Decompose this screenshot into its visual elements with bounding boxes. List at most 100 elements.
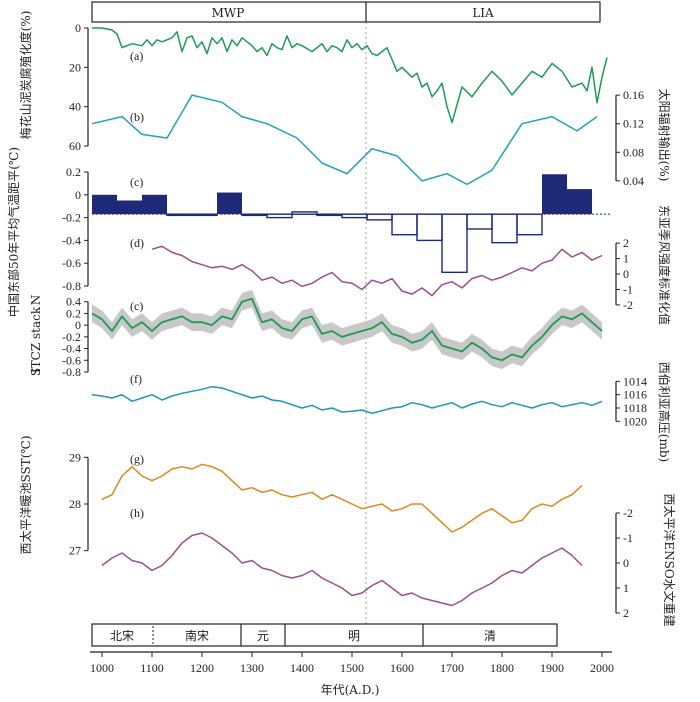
temp-bar [466,213,493,230]
temp-bar [516,213,543,236]
temp-bar [117,200,142,215]
y-tick-label-d: 2 [623,236,629,250]
y-tick-label-a: 40 [69,100,81,114]
panel-letters: (a) (b) (c) (d) (c) (f) (g) (h) [130,49,144,520]
y-tick-label-d: -1 [623,282,633,296]
series-line-b [91,94,598,186]
y-tick-label-f: 1018 [623,401,647,415]
temp-bar [341,213,368,219]
temp-bar [217,192,242,215]
temp-bar [391,213,418,236]
series-line-h [101,532,583,607]
temperature-anomaly-bars [92,174,612,274]
temp-bar [366,213,393,221]
y-tick-label-h: 0 [623,556,629,570]
x-axis-title: 年代(A.D.) [321,683,380,697]
axis-label-a: 梅花山泥炭腐殖化度(%) [18,11,33,140]
itcz-uncertainty-band [92,290,602,370]
y-tick-label-d: -2 [623,298,633,312]
y-tick-label-f: 1020 [623,414,647,428]
x-tick-label: 1900 [540,661,564,675]
y-tick-label-h: -1 [623,531,633,545]
temp-bar [142,194,167,215]
series-line-g [101,463,583,533]
y-tick-label-g: 27 [69,544,81,558]
panel-letter-g: (g) [130,452,144,466]
x-tick-label: 1300 [240,661,264,675]
panel-letter-f: (f) [130,372,142,386]
y-tick-label-c: -0.2 [62,211,81,225]
axis-label-e-n: N [29,295,43,306]
y-tick-label-e: 0 [75,318,81,332]
dynasty-southern-song: 南宋 [185,628,209,643]
y-tick-label-b: 0.04 [623,174,644,188]
dynasty-bar: 北宋 南宋 元 明 清 [91,623,558,647]
x-tick-label: 1100 [140,661,164,675]
temp-bar [491,213,518,244]
y-tick-label-a: 60 [69,139,81,153]
axis-label-e: ITCZ stack [29,306,43,373]
y-tick-label-f: 1016 [623,388,647,402]
temp-bar [416,213,443,242]
x-tick-label: 1200 [190,661,214,675]
series-line-f [91,385,603,415]
y-tick-label-h: 1 [623,581,629,595]
y-tick-label-c: -0.6 [62,256,81,270]
x-tick-label: 2000 [590,661,614,675]
y-tick-label-g: 28 [69,497,81,511]
y-tick-label-e: 0.2 [66,306,81,320]
x-tick-label: 1800 [490,661,514,675]
y-tick-label-c: 0.2 [66,165,81,179]
y-tick-label-b: 0.12 [623,117,644,131]
axis-label-f: 西伯利亚高压(mb) [657,362,672,462]
y-tick-label-c: 0 [75,188,81,202]
x-axis: 1000 1100 1200 1300 1400 1500 1600 1700 1800 1900… [90,651,614,675]
y-tick-label-b: 0.16 [623,88,644,102]
panel-letter-c: (c) [130,175,143,189]
series-line-d [151,245,603,297]
y-tick-label-c: -0.8 [62,279,81,293]
x-tick-label: 1500 [340,661,364,675]
x-tick-label: 1700 [440,661,464,675]
panel-letter-a: (a) [130,49,143,63]
temp-bar [92,194,117,215]
y-tick-label-e: -0.2 [62,330,81,344]
lia-label: LIA [472,6,494,20]
y-tick-label-h: -2 [623,506,633,520]
y-axes: 02040600.160.120.080.040.20-0.2-0.4-0.6-… [62,21,647,620]
dynasty-yuan: 元 [257,629,269,643]
axis-label-b: 太阳辐射输出(%) [657,89,672,182]
dynasty-ming: 明 [348,629,360,643]
axis-label-g: 西太平洋暖池SST(℃) [18,435,33,554]
temp-bar [441,213,468,274]
itcz-band [92,290,602,370]
dynasty-northern-song: 北宋 [110,628,134,643]
panel-letter-b: (b) [130,110,144,124]
x-tick-label: 1400 [290,661,314,675]
x-tick-label: 1600 [390,661,414,675]
panel-letter-d: (d) [130,236,144,250]
series-line-e [91,297,603,362]
axis-titles: 梅花山泥炭腐殖化度(%) 太阳辐射输出(%) 中国东部50年平均气温距平(℃) … [6,11,677,627]
period-bar: MWP LIA [91,1,601,23]
y-tick-label-d: 1 [623,252,629,266]
series-lines [91,27,608,607]
y-tick-label-b: 0.08 [623,145,644,159]
temp-bar [266,213,293,219]
series-line-a [92,27,608,124]
y-tick-label-g: 29 [69,450,81,464]
x-tick-label: 1000 [90,661,114,675]
panel-letter-e: (c) [130,299,143,313]
y-tick-label-f: 1014 [623,374,647,388]
panel-letter-h: (h) [130,506,144,520]
mwp-label: MWP [212,6,245,20]
dynasty-qing: 清 [484,629,496,643]
temp-bar [542,174,567,215]
y-tick-label-d: 0 [623,267,629,281]
axis-label-e-s: S [29,368,43,376]
y-tick-label-e: -0.4 [62,342,81,356]
axis-label-c: 中国东部50年平均气温距平(℃) [6,147,21,317]
y-tick-label-a: 20 [69,60,81,74]
y-tick-label-c: -0.4 [62,233,81,247]
